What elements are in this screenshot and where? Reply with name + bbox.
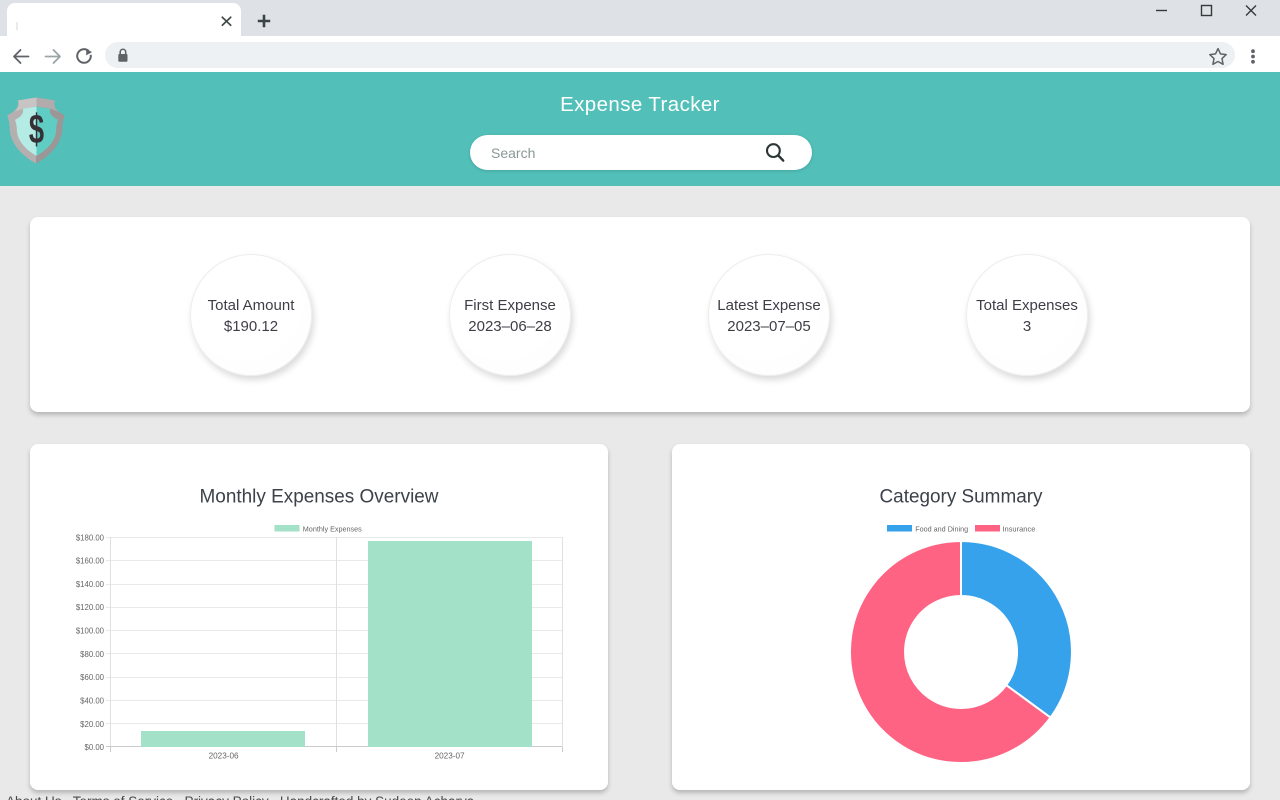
- svg-text:Monthly Expenses Overview: Monthly Expenses Overview: [200, 487, 439, 508]
- svg-text:$140.00: $140.00: [76, 580, 105, 589]
- svg-text:$100.00: $100.00: [76, 627, 105, 636]
- svg-text:2023-06: 2023-06: [209, 752, 240, 761]
- svg-text:Insurance: Insurance: [1002, 525, 1035, 534]
- svg-text:$0.00: $0.00: [84, 743, 104, 752]
- svg-text:Category Summary: Category Summary: [880, 487, 1043, 508]
- svg-text:$20.00: $20.00: [80, 720, 105, 729]
- svg-text:2023-07: 2023-07: [435, 752, 466, 761]
- svg-text:$80.00: $80.00: [80, 650, 105, 659]
- svg-text:Food and Dining: Food and Dining: [915, 525, 968, 534]
- svg-text:$160.00: $160.00: [76, 557, 105, 566]
- svg-text:$: $: [29, 106, 44, 153]
- svg-text:$180.00: $180.00: [76, 533, 105, 542]
- svg-text:Monthly Expenses: Monthly Expenses: [303, 525, 362, 534]
- svg-text:$60.00: $60.00: [80, 673, 105, 682]
- svg-text:$120.00: $120.00: [76, 603, 105, 612]
- svg-text:$40.00: $40.00: [80, 697, 105, 706]
